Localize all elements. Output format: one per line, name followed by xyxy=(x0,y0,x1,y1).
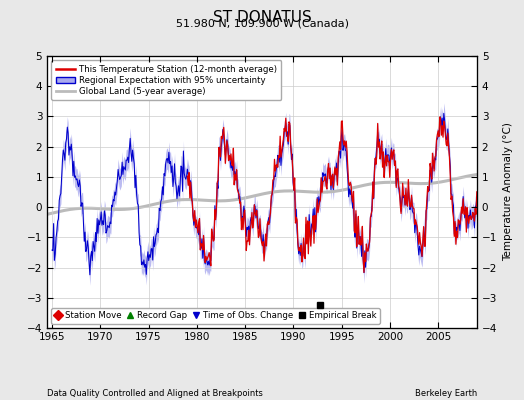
Legend: Station Move, Record Gap, Time of Obs. Change, Empirical Break: Station Move, Record Gap, Time of Obs. C… xyxy=(51,308,380,324)
Text: Data Quality Controlled and Aligned at Breakpoints: Data Quality Controlled and Aligned at B… xyxy=(47,389,263,398)
Text: Berkeley Earth: Berkeley Earth xyxy=(414,389,477,398)
Text: 51.980 N, 109.900 W (Canada): 51.980 N, 109.900 W (Canada) xyxy=(176,18,348,28)
Y-axis label: Temperature Anomaly (°C): Temperature Anomaly (°C) xyxy=(503,122,512,262)
Text: ST DONATUS: ST DONATUS xyxy=(213,10,311,25)
